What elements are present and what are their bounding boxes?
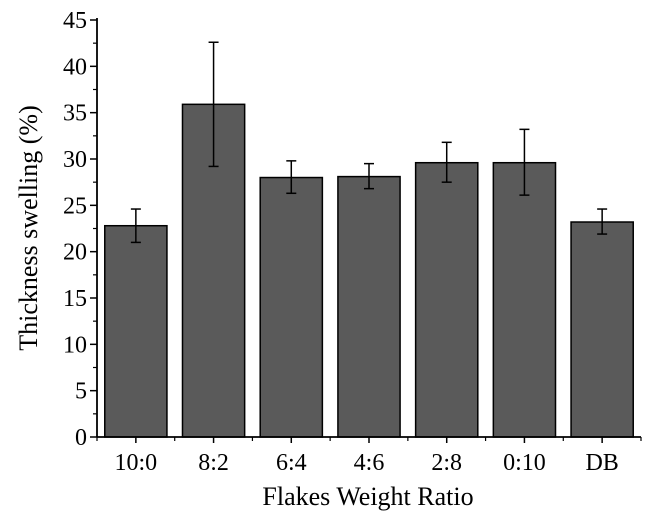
y-tick-label: 5: [75, 379, 87, 405]
y-tick-label: 30: [63, 147, 87, 173]
bar-10-0: [104, 224, 168, 438]
y-tick-label: 0: [75, 425, 87, 451]
y-tick-label: 10: [63, 332, 87, 358]
x-tick-label: 4:6: [354, 450, 385, 476]
error-bars-group: [130, 41, 608, 244]
x-tick-label: 2:8: [431, 450, 462, 476]
error-bar-2-8: [441, 141, 452, 183]
y-tick-label: 40: [63, 54, 87, 80]
bar-2-8: [414, 161, 479, 438]
x-tick-label: 0:10: [503, 450, 546, 476]
error-bar-6-4: [286, 160, 297, 195]
bar-4-6: [337, 175, 401, 438]
x-axis-title: Flakes Weight Ratio: [262, 482, 473, 511]
x-tick-label: 6:4: [276, 450, 307, 476]
x-tick-label: 8:2: [198, 450, 229, 476]
bars-group: [104, 103, 634, 438]
error-bar-10-0: [130, 208, 141, 244]
error-bar-4-6: [364, 162, 374, 190]
bar-db: [570, 221, 634, 438]
bar-6-4: [259, 176, 324, 438]
error-bar-8-2: [208, 41, 219, 168]
y-tick-label: 20: [63, 240, 87, 266]
x-tick-label: DB: [585, 450, 618, 476]
axes-group: 10:0 8:2 6:4 4:6 2:8 0:10 DB 0 5 10 15 20 25 30 35 40 45: [63, 8, 642, 476]
y-tick-label: 35: [63, 101, 87, 127]
y-tick-label: 45: [63, 8, 87, 34]
error-bar-db: [597, 208, 608, 235]
error-bar-0-10: [519, 128, 530, 196]
y-tick-label: 25: [63, 193, 87, 219]
x-tick-label: 10:0: [115, 450, 158, 476]
y-tick-label: 15: [63, 286, 87, 312]
bar-0-10: [492, 161, 557, 438]
y-axis-title: Thickness swelling (%): [14, 105, 43, 351]
